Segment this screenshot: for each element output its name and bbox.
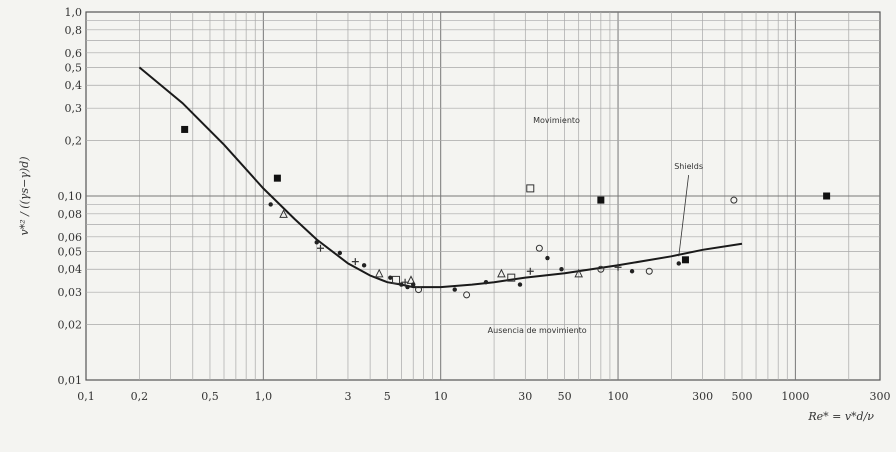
x-tick-label: 3 xyxy=(344,390,351,403)
annotation: Movimiento xyxy=(533,116,580,125)
data-point xyxy=(545,255,550,261)
data-point xyxy=(415,286,423,294)
data-point xyxy=(597,196,605,204)
y-tick-label: 0,01 xyxy=(58,374,83,387)
y-tick-label: 0,4 xyxy=(65,79,83,92)
data-point xyxy=(406,275,416,284)
point-layer xyxy=(181,125,831,299)
data-point xyxy=(483,280,489,285)
y-tick-label: 0,3 xyxy=(65,102,83,115)
y-tick-label: 0,2 xyxy=(65,135,83,148)
data-point xyxy=(559,267,564,272)
text-layer: 0,1 0,2 0,5 1,0 3 5 10 30 50 100 300 500 1000 300 1,0 0… xyxy=(18,6,891,423)
data-point xyxy=(411,282,416,287)
data-point xyxy=(279,209,288,218)
shields-leader-line xyxy=(678,174,690,257)
data-point xyxy=(314,240,319,245)
y-tick-label: 0,5 xyxy=(65,61,83,74)
x-tick-label: 50 xyxy=(558,390,572,403)
x-tick-label: 300 xyxy=(870,390,891,403)
data-point xyxy=(388,275,393,280)
curve-layer xyxy=(138,66,743,289)
y-tick-label: 0,8 xyxy=(65,24,83,37)
x-tick-label: 0,1 xyxy=(77,390,95,403)
data-point xyxy=(574,268,584,278)
data-point xyxy=(181,125,189,133)
x-tick-label: 1000 xyxy=(781,390,809,403)
y-tick-label: 0,04 xyxy=(58,263,83,276)
data-point xyxy=(399,282,404,287)
shields-curve xyxy=(138,66,743,289)
data-point xyxy=(645,267,653,275)
data-point xyxy=(629,269,635,274)
y-axis-label: v*² / ((γs−γ)d) xyxy=(18,156,31,235)
x-tick-label: 5 xyxy=(384,390,391,403)
data-point xyxy=(507,273,516,282)
data-point xyxy=(316,244,324,252)
x-tick-label: 30 xyxy=(518,390,532,403)
y-tick-label: 0,10 xyxy=(58,190,83,203)
data-point xyxy=(497,268,506,278)
y-tick-label: 0,05 xyxy=(58,245,83,258)
x-tick-label: 0,5 xyxy=(201,390,219,403)
y-tick-label: 0,06 xyxy=(58,231,83,244)
data-point xyxy=(676,261,681,266)
data-point xyxy=(614,263,622,271)
annotation: Shields xyxy=(674,162,703,171)
data-point xyxy=(337,250,343,256)
x-tick-label: 10 xyxy=(434,390,448,403)
data-point xyxy=(273,174,281,182)
data-point xyxy=(730,196,738,204)
data-point xyxy=(392,275,401,284)
data-point xyxy=(452,287,457,292)
y-tick-label: 0,02 xyxy=(58,319,83,332)
data-point xyxy=(374,268,384,278)
x-tick-label: 0,2 xyxy=(131,390,149,403)
y-tick-label: 1,0 xyxy=(65,6,83,19)
data-point xyxy=(405,284,410,290)
data-point xyxy=(681,256,689,264)
data-point xyxy=(526,184,535,193)
data-point xyxy=(535,244,543,252)
data-point xyxy=(268,202,273,207)
data-point xyxy=(823,192,831,200)
data-point xyxy=(463,291,471,299)
y-tick-label: 0,03 xyxy=(58,286,83,299)
x-tick-label: 100 xyxy=(608,390,629,403)
x-tick-label: 500 xyxy=(731,390,752,403)
x-tick-label: 300 xyxy=(692,390,713,403)
x-tick-label: 1,0 xyxy=(255,390,273,403)
x-axis-label: Re* = v*d/ν xyxy=(807,410,874,423)
data-point xyxy=(526,267,534,275)
y-tick-label: 0,08 xyxy=(58,208,83,221)
data-point xyxy=(597,265,605,273)
data-point xyxy=(401,278,409,286)
grid-layer xyxy=(86,12,880,380)
data-point xyxy=(351,258,359,266)
annotation: Ausencia de movimiento xyxy=(488,326,587,335)
data-point xyxy=(517,282,523,287)
data-point xyxy=(361,263,367,268)
y-tick-label: 0,6 xyxy=(65,47,83,60)
